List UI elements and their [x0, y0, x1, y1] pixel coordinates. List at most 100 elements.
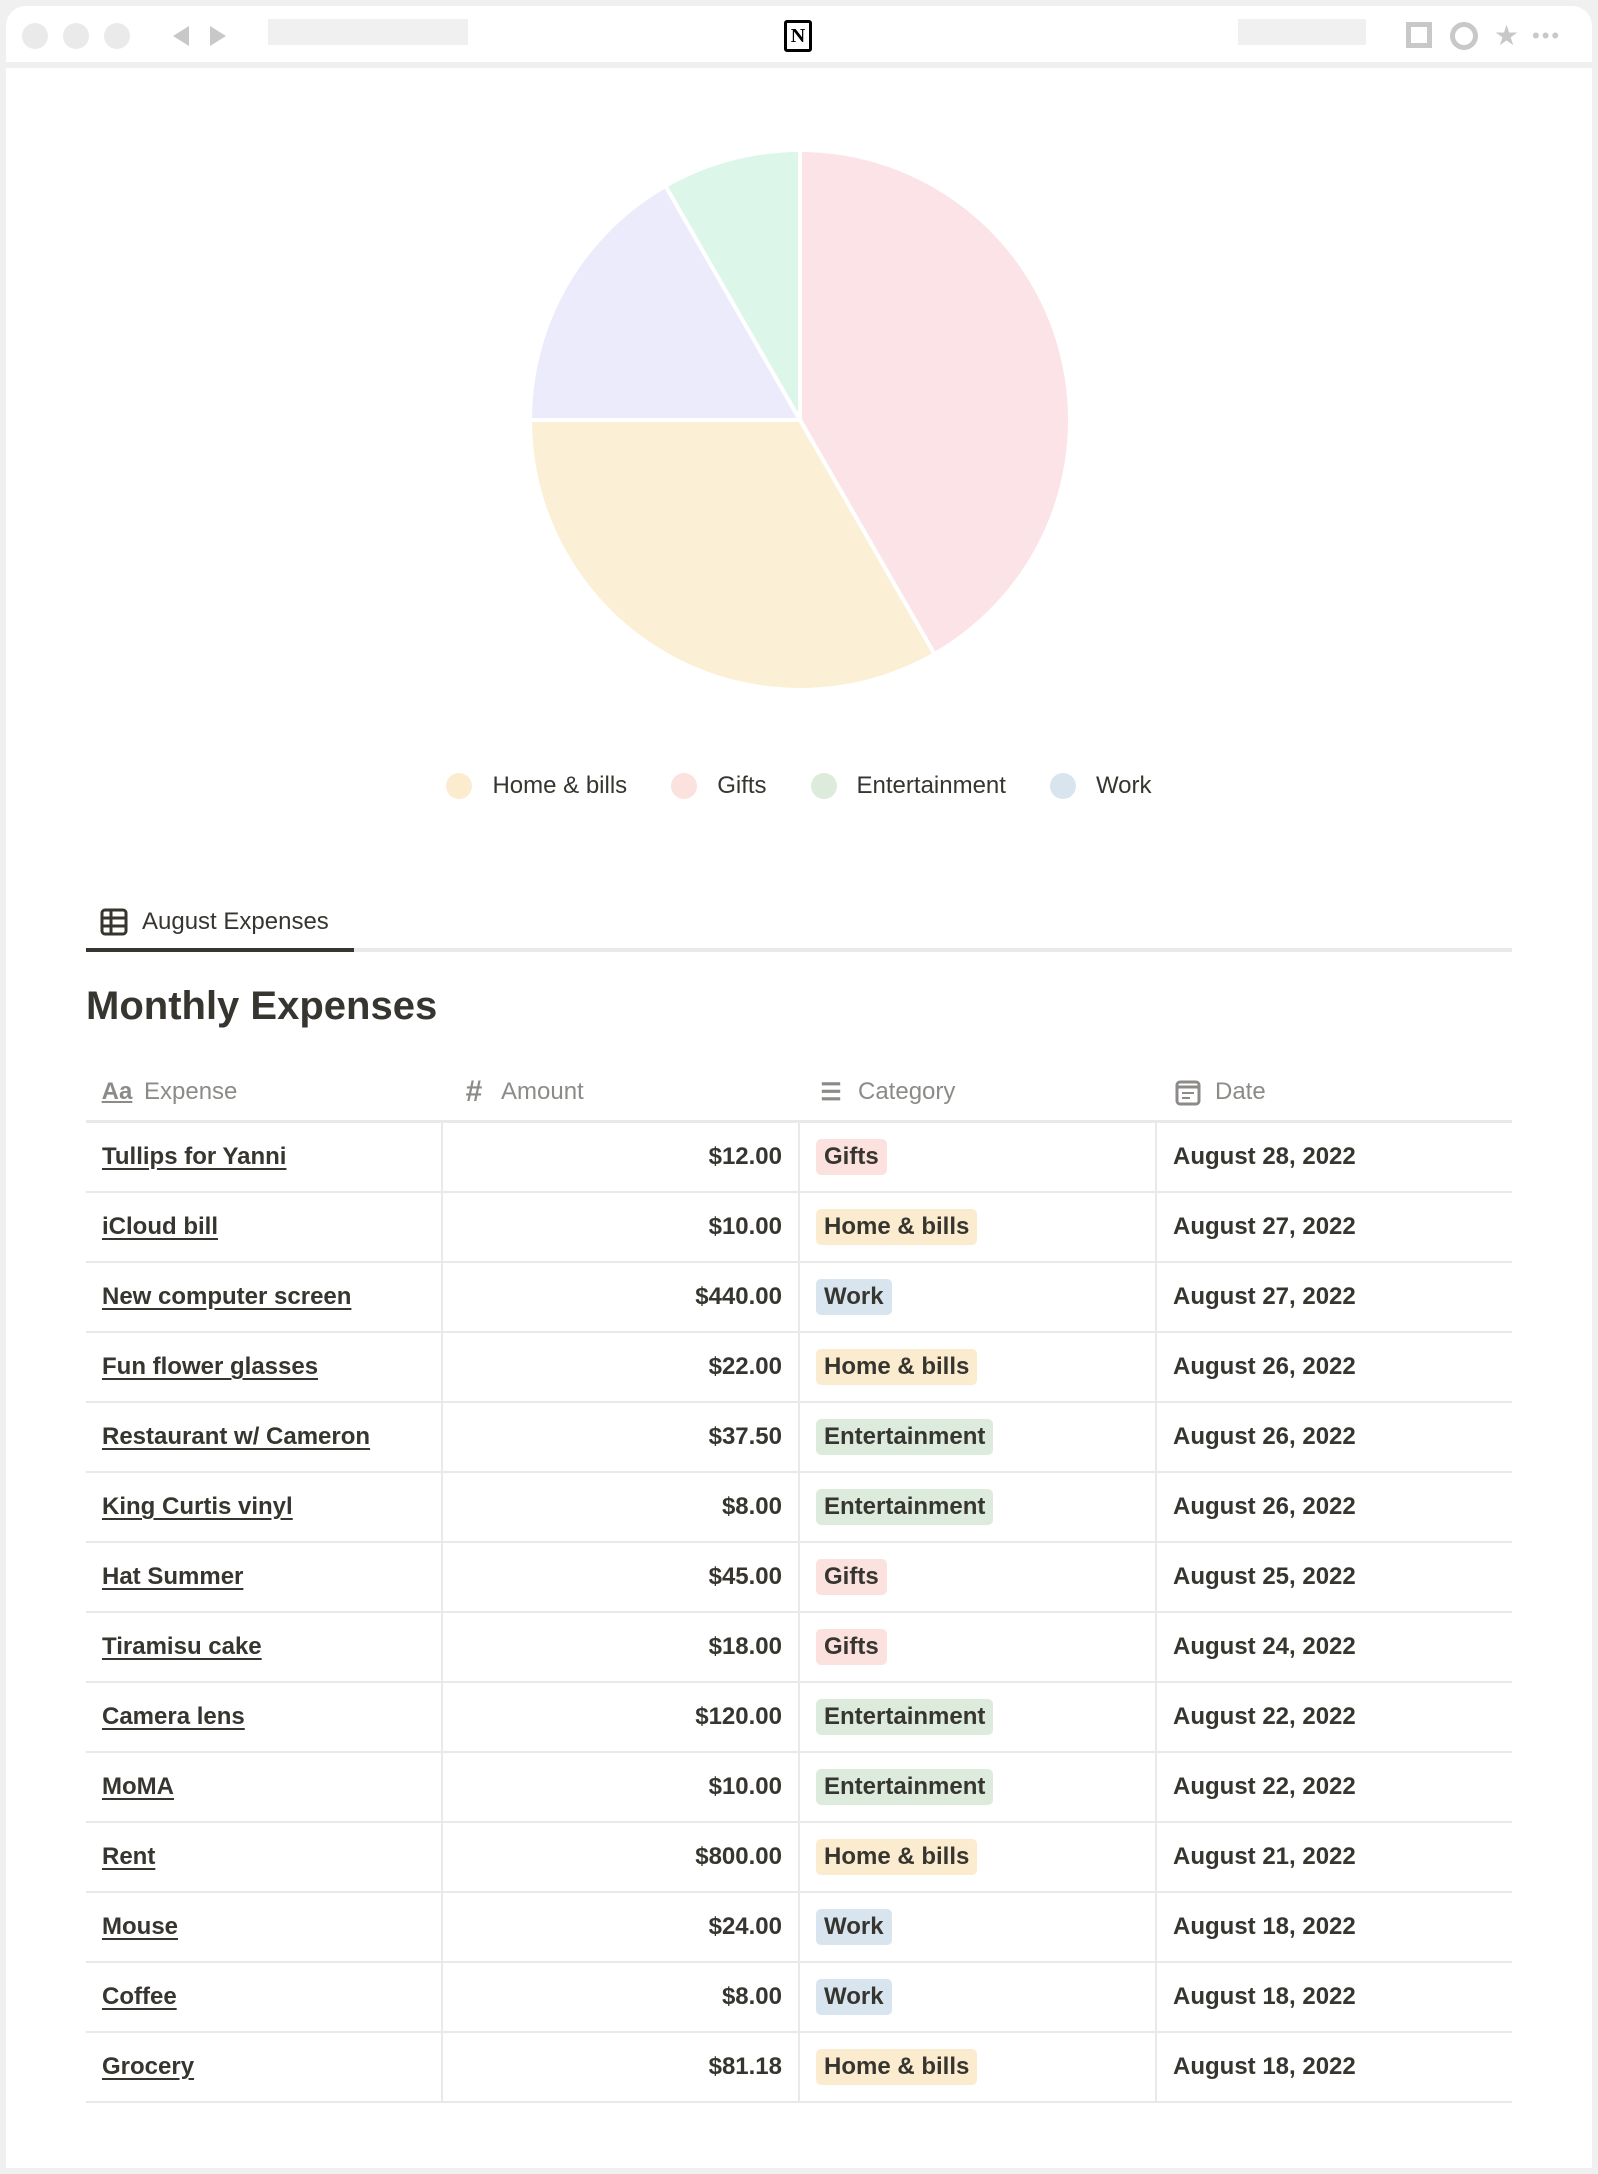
expense-link[interactable]: Restaurant w/ Cameron [102, 1423, 371, 1450]
date-cell[interactable]: August 26, 2022 [1157, 1403, 1512, 1471]
forward-arrow-icon[interactable] [210, 26, 226, 46]
expense-cell[interactable]: Mouse [86, 1893, 443, 1961]
category-cell[interactable]: Home & bills [800, 1193, 1157, 1261]
column-header-date[interactable]: Date [1157, 1064, 1512, 1120]
expense-cell[interactable]: Rent [86, 1823, 443, 1891]
date-cell[interactable]: August 21, 2022 [1157, 1823, 1512, 1891]
amount-cell[interactable]: $8.00 [443, 1473, 800, 1541]
category-cell[interactable]: Home & bills [800, 1823, 1157, 1891]
expense-cell[interactable]: Grocery [86, 2033, 443, 2101]
category-cell[interactable]: Gifts [800, 1613, 1157, 1681]
expense-link[interactable]: Tullips for Yanni [102, 1143, 287, 1170]
amount-cell[interactable]: $24.00 [443, 1893, 800, 1961]
expense-cell[interactable]: Tullips for Yanni [86, 1123, 443, 1191]
expense-link[interactable]: MoMA [102, 1773, 174, 1800]
expense-link[interactable]: King Curtis vinyl [102, 1493, 293, 1520]
amount-cell[interactable]: $37.50 [443, 1403, 800, 1471]
expense-link[interactable]: Coffee [102, 1983, 177, 2010]
expense-cell[interactable]: MoMA [86, 1753, 443, 1821]
amount-cell[interactable]: $8.00 [443, 1963, 800, 2031]
window-minimize-button[interactable] [63, 23, 89, 49]
star-icon[interactable]: ★ [1494, 20, 1520, 51]
expense-link[interactable]: Tiramisu cake [102, 1633, 262, 1660]
table-row[interactable]: Restaurant w/ Cameron $37.50 Entertainment… [86, 1403, 1512, 1473]
table-row[interactable]: Rent $800.00 Home & bills August 21, 2022 [86, 1823, 1512, 1893]
amount-cell[interactable]: $18.00 [443, 1613, 800, 1681]
expense-cell[interactable]: King Curtis vinyl [86, 1473, 443, 1541]
table-row[interactable]: Tullips for Yanni $12.00 Gifts August 28, 2… [86, 1123, 1512, 1193]
amount-cell[interactable]: $81.18 [443, 2033, 800, 2101]
circle-icon[interactable] [1450, 22, 1478, 50]
expense-link[interactable]: Grocery [102, 2053, 195, 2080]
date-cell[interactable]: August 22, 2022 [1157, 1683, 1512, 1751]
expense-link[interactable]: Hat Summer [102, 1563, 244, 1590]
window-maximize-button[interactable] [104, 23, 130, 49]
category-cell[interactable]: Home & bills [800, 2033, 1157, 2101]
expense-cell[interactable]: Fun flower glasses [86, 1333, 443, 1401]
table-row[interactable]: Camera lens $120.00 Entertainment August 22… [86, 1683, 1512, 1753]
amount-cell[interactable]: $12.00 [443, 1123, 800, 1191]
pie-slice-gifts[interactable] [798, 147, 1072, 657]
expense-cell[interactable]: Hat Summer [86, 1543, 443, 1611]
table-row[interactable]: King Curtis vinyl $8.00 Entertainment Augus… [86, 1473, 1512, 1543]
date-cell[interactable]: August 24, 2022 [1157, 1613, 1512, 1681]
date-cell[interactable]: August 18, 2022 [1157, 1963, 1512, 2031]
pie-slice-entertainment[interactable] [662, 147, 802, 428]
table-row[interactable]: Mouse $24.00 Work August 18, 2022 [86, 1893, 1512, 1963]
column-header-amount[interactable]: # Amount [443, 1064, 800, 1120]
category-cell[interactable]: Gifts [800, 1123, 1157, 1191]
date-cell[interactable]: August 27, 2022 [1157, 1193, 1512, 1261]
table-row[interactable]: Tiramisu cake $18.00 Gifts August 24, 2022 [86, 1613, 1512, 1683]
table-row[interactable]: New computer screen $440.00 Work August 27,… [86, 1263, 1512, 1333]
category-cell[interactable]: Entertainment [800, 1683, 1157, 1751]
back-arrow-icon[interactable] [173, 26, 189, 46]
pie-slice-work[interactable] [527, 183, 804, 422]
amount-cell[interactable]: $22.00 [443, 1333, 800, 1401]
date-cell[interactable]: August 27, 2022 [1157, 1263, 1512, 1331]
table-row[interactable]: Grocery $81.18 Home & bills August 18, 2022 [86, 2033, 1512, 2103]
expense-cell[interactable]: Camera lens [86, 1683, 443, 1751]
date-cell[interactable]: August 22, 2022 [1157, 1753, 1512, 1821]
expense-cell[interactable]: New computer screen [86, 1263, 443, 1331]
column-header-expense[interactable]: Aa Expense [86, 1064, 443, 1120]
table-row[interactable]: Hat Summer $45.00 Gifts August 25, 2022 [86, 1543, 1512, 1613]
expense-link[interactable]: Mouse [102, 1913, 179, 1940]
amount-cell[interactable]: $120.00 [443, 1683, 800, 1751]
expense-link[interactable]: New computer screen [102, 1283, 352, 1310]
category-cell[interactable]: Home & bills [800, 1333, 1157, 1401]
amount-cell[interactable]: $440.00 [443, 1263, 800, 1331]
tab-august-expenses[interactable]: August Expenses [86, 896, 354, 952]
address-bar[interactable] [268, 19, 468, 45]
amount-cell[interactable]: $45.00 [443, 1543, 800, 1611]
expense-link[interactable]: Camera lens [102, 1703, 245, 1730]
amount-cell[interactable]: $10.00 [443, 1753, 800, 1821]
expense-link[interactable]: Rent [102, 1843, 156, 1870]
amount-cell[interactable]: $800.00 [443, 1823, 800, 1891]
category-cell[interactable]: Gifts [800, 1543, 1157, 1611]
amount-cell[interactable]: $10.00 [443, 1193, 800, 1261]
square-icon[interactable] [1406, 22, 1432, 48]
expense-cell[interactable]: Restaurant w/ Cameron [86, 1403, 443, 1471]
window-close-button[interactable] [22, 23, 48, 49]
category-cell[interactable]: Entertainment [800, 1753, 1157, 1821]
date-cell[interactable]: August 18, 2022 [1157, 2033, 1512, 2101]
expense-cell[interactable]: Coffee [86, 1963, 443, 2031]
category-cell[interactable]: Entertainment [800, 1403, 1157, 1471]
pie-slice-home-bills[interactable] [527, 418, 938, 692]
column-header-category[interactable]: ☰ Category [800, 1064, 1157, 1120]
date-cell[interactable]: August 26, 2022 [1157, 1473, 1512, 1541]
category-cell[interactable]: Work [800, 1263, 1157, 1331]
expense-link[interactable]: Fun flower glasses [102, 1353, 319, 1380]
table-row[interactable]: Coffee $8.00 Work August 18, 2022 [86, 1963, 1512, 2033]
expense-link[interactable]: iCloud bill [102, 1213, 218, 1240]
date-cell[interactable]: August 28, 2022 [1157, 1123, 1512, 1191]
table-row[interactable]: iCloud bill $10.00 Home & bills August 27, … [86, 1193, 1512, 1263]
date-cell[interactable]: August 26, 2022 [1157, 1333, 1512, 1401]
table-row[interactable]: MoMA $10.00 Entertainment August 22, 2022 [86, 1753, 1512, 1823]
more-icon[interactable]: ••• [1532, 23, 1562, 48]
expense-cell[interactable]: iCloud bill [86, 1193, 443, 1261]
category-cell[interactable]: Entertainment [800, 1473, 1157, 1541]
category-cell[interactable]: Work [800, 1963, 1157, 2031]
table-row[interactable]: Fun flower glasses $22.00 Home & bills Augu… [86, 1333, 1512, 1403]
expense-cell[interactable]: Tiramisu cake [86, 1613, 443, 1681]
